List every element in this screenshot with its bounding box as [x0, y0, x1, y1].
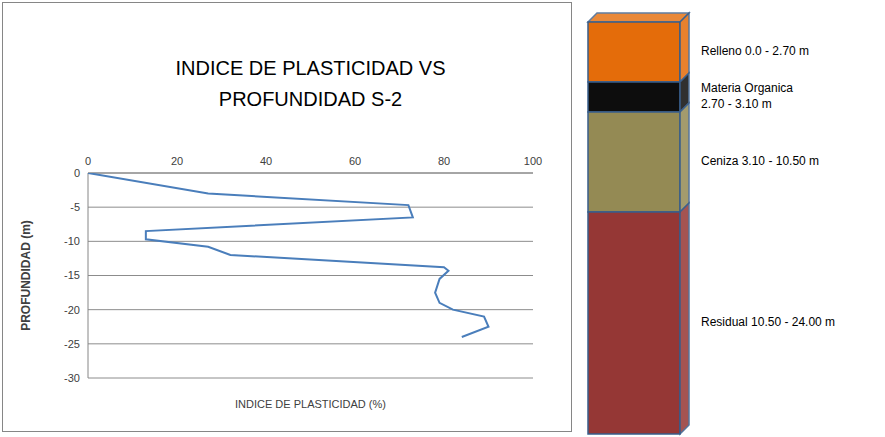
svg-text:-20: -20 [64, 304, 80, 316]
svg-text:-30: -30 [64, 372, 80, 384]
svg-text:0: 0 [85, 155, 91, 167]
svg-text:-5: -5 [70, 201, 80, 213]
html-text:INDICE DE PLASTICIDAD VS PROFU: INDICE DE PLASTICIDAD VS PROFUNDIDAD S-2 [175, 57, 446, 110]
svg-text:60: 60 [349, 155, 361, 167]
svg-text:Relleno 0.0 - 2.70 m: Relleno 0.0 - 2.70 m [701, 44, 809, 58]
svg-text:40: 40 [260, 155, 272, 167]
svg-text:2.70 - 3.10 m: 2.70 - 3.10 m [701, 97, 772, 111]
svg-text:Materia Organica: Materia Organica [701, 81, 793, 95]
svg-text:20: 20 [171, 155, 183, 167]
html-text:INDICE DE PLASTICIDAD (%): INDICE DE PLASTICIDAD (%) [235, 398, 386, 410]
svg-text:0: 0 [74, 167, 80, 179]
svg-text:PROFUNDIDAD (m): PROFUNDIDAD (m) [19, 220, 33, 331]
svg-text:Ceniza 3.10 - 10.50 m: Ceniza 3.10 - 10.50 m [701, 154, 819, 168]
svg-text:-15: -15 [64, 269, 80, 281]
svg-text:-10: -10 [64, 235, 80, 247]
svg-text:80: 80 [438, 155, 450, 167]
svg-text:Residual 10.50 - 24.00 m: Residual 10.50 - 24.00 m [701, 315, 835, 329]
svg-text:100: 100 [524, 155, 542, 167]
svg-text:-25: -25 [64, 338, 80, 350]
